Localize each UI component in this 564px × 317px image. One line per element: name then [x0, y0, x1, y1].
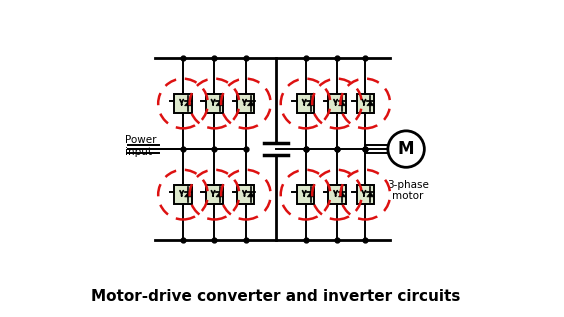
FancyBboxPatch shape	[237, 185, 254, 204]
FancyBboxPatch shape	[328, 185, 346, 204]
FancyBboxPatch shape	[297, 185, 314, 204]
Text: Power
input: Power input	[125, 135, 156, 157]
Circle shape	[388, 131, 424, 167]
Polygon shape	[338, 192, 346, 197]
FancyBboxPatch shape	[206, 94, 223, 113]
Polygon shape	[248, 101, 254, 106]
Polygon shape	[307, 192, 314, 197]
Polygon shape	[367, 192, 374, 197]
FancyBboxPatch shape	[356, 185, 374, 204]
FancyBboxPatch shape	[174, 94, 192, 113]
Polygon shape	[307, 101, 314, 106]
FancyBboxPatch shape	[356, 94, 374, 113]
Polygon shape	[248, 192, 254, 197]
FancyBboxPatch shape	[237, 94, 254, 113]
Text: 3-phase
motor: 3-phase motor	[387, 180, 429, 202]
Polygon shape	[184, 101, 192, 106]
FancyBboxPatch shape	[297, 94, 314, 113]
FancyBboxPatch shape	[174, 185, 192, 204]
Polygon shape	[184, 192, 192, 197]
Polygon shape	[338, 101, 346, 106]
Polygon shape	[367, 101, 374, 106]
Text: M: M	[398, 140, 415, 158]
FancyBboxPatch shape	[328, 94, 346, 113]
Text: Motor-drive converter and inverter circuits: Motor-drive converter and inverter circu…	[91, 289, 460, 304]
FancyBboxPatch shape	[206, 185, 223, 204]
Polygon shape	[216, 101, 223, 106]
Polygon shape	[216, 192, 223, 197]
